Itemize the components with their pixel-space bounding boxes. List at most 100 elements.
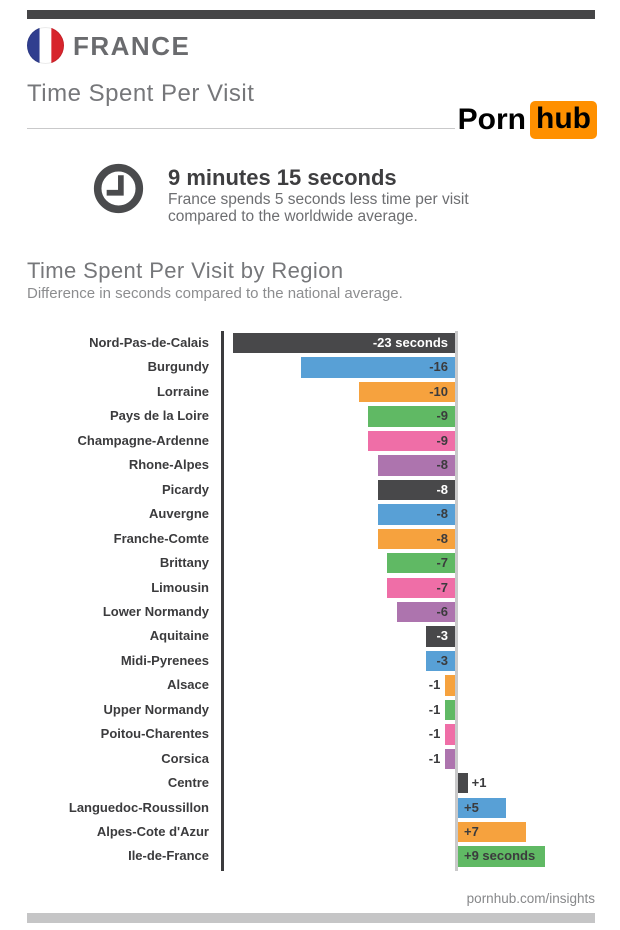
value-label: -3: [436, 652, 448, 668]
region-label: Lorraine: [156, 383, 209, 399]
section-title: Time Spent Per Visit by Region: [27, 258, 344, 283]
page-title: Time Spent Per Visit: [27, 80, 255, 107]
region-bar: [426, 626, 455, 647]
value-label: -8: [436, 506, 448, 522]
region-bar: [377, 504, 455, 525]
value-label: -3: [436, 628, 448, 644]
value-label: +5: [464, 799, 479, 815]
chart-row: Aquitaine -3: [0, 624, 620, 648]
region-bar: [368, 430, 455, 452]
region-bar: [458, 822, 526, 843]
chart-row: Picardy -8: [0, 478, 620, 502]
chart-row: Alpes-Cote d'Azur +7: [0, 820, 620, 844]
region-bar: [445, 748, 455, 770]
region-label: Midi-Pyrenees: [120, 652, 209, 668]
region-bar: [426, 650, 455, 672]
region-bar: [358, 381, 455, 403]
region-bar: [387, 577, 455, 598]
region-bar: [445, 724, 455, 745]
stat-description-line2: compared to the worldwide average.: [168, 208, 418, 225]
region-bar: [397, 601, 455, 623]
region-bar: [458, 797, 507, 818]
value-label: +9 seconds: [464, 848, 536, 864]
chart-row: Pays de la Loire -9: [0, 404, 620, 428]
chart-row: Alsace -1: [0, 673, 620, 697]
value-label: -8: [436, 530, 448, 546]
chart-axis-line: [221, 331, 224, 871]
chart-zero-line: [455, 331, 458, 871]
stat-headline: 9 minutes 15 seconds: [168, 165, 397, 190]
region-bar: [445, 675, 455, 696]
value-label: -1: [428, 677, 441, 693]
region-label: Centre: [167, 775, 209, 791]
region-label: Auvergne: [149, 506, 209, 522]
region-label: Brittany: [159, 555, 209, 571]
value-label: -1: [428, 750, 441, 766]
chart-row: Brittany -7: [0, 551, 620, 575]
clock-icon: [93, 163, 144, 214]
france-flag-icon: [27, 27, 64, 64]
footer-url: pornhub.com/insights: [466, 891, 595, 906]
header-divider: [27, 128, 455, 129]
value-label: +1: [471, 775, 487, 791]
chart-row: Limousin -7: [0, 576, 620, 600]
region-label: Alpes-Cote d'Azur: [96, 824, 209, 839]
value-label: -1: [428, 701, 441, 717]
stat-description-line1: France spends 5 seconds less time per vi…: [168, 191, 469, 208]
value-label: -9: [436, 408, 448, 424]
chart-row: Lower Normandy -6: [0, 600, 620, 624]
country-title: FRANCE: [73, 31, 191, 61]
region-bar: [233, 333, 455, 354]
region-label: Rhone-Alpes: [128, 457, 209, 473]
value-label: -7: [436, 555, 448, 571]
chart-row: Corsica -1: [0, 747, 620, 771]
value-label: -9: [436, 432, 448, 448]
value-label: +7: [464, 824, 479, 839]
top-accent-bar: [27, 10, 595, 19]
region-bar: [377, 528, 455, 549]
region-label: Franche-Comte: [113, 530, 209, 546]
value-label: -8: [436, 481, 448, 497]
logo-porn: Porn: [457, 103, 527, 136]
region-label: Languedoc-Roussillon: [68, 799, 209, 815]
region-bar: [387, 553, 455, 574]
chart-row: Midi-Pyrenees -3: [0, 649, 620, 673]
region-label: Picardy: [162, 481, 209, 497]
value-label: -10: [429, 383, 448, 399]
chart-row: Champagne-Ardenne -9: [0, 429, 620, 453]
chart-row: Upper Normandy -1: [0, 698, 620, 722]
value-label: -6: [436, 603, 448, 619]
value-label: -1: [428, 726, 441, 742]
region-label: Champagne-Ardenne: [77, 432, 209, 448]
value-label: -16: [429, 359, 448, 375]
stat-description: France spends 5 seconds less time per vi…: [168, 191, 469, 225]
region-bar: [377, 455, 455, 476]
value-label: -23 seconds: [372, 335, 448, 350]
region-label: Limousin: [151, 579, 209, 595]
chart-row: Auvergne -8: [0, 502, 620, 526]
region-label: Upper Normandy: [103, 701, 209, 717]
chart-row: Nord-Pas-de-Calais -23 seconds: [0, 331, 620, 355]
chart-row: Languedoc-Roussillon +5: [0, 796, 620, 820]
region-bar: [458, 773, 468, 794]
region-label: Ile-de-France: [128, 848, 209, 864]
region-label: Corsica: [161, 750, 209, 766]
chart-row: Centre +1: [0, 771, 620, 795]
region-bar: [368, 406, 455, 427]
region-label: Pays de la Loire: [110, 408, 209, 424]
logo-hub: hub: [530, 101, 597, 139]
region-label: Nord-Pas-de-Calais: [89, 335, 209, 350]
value-label: -7: [436, 579, 448, 595]
region-label: Alsace: [167, 677, 209, 693]
region-bar: [300, 357, 455, 378]
region-label: Burgundy: [147, 359, 209, 375]
region-label: Aquitaine: [149, 628, 209, 644]
chart-row: Poitou-Charentes -1: [0, 722, 620, 746]
value-label: -8: [436, 457, 448, 473]
region-label: Lower Normandy: [102, 603, 209, 619]
chart-row: Burgundy -16: [0, 355, 620, 379]
chart-row: Franche-Comte -8: [0, 527, 620, 551]
region-chart: Nord-Pas-de-Calais -23 seconds Burgundy -16…: [0, 331, 620, 871]
chart-row: Ile-de-France +9 seconds: [0, 844, 620, 868]
